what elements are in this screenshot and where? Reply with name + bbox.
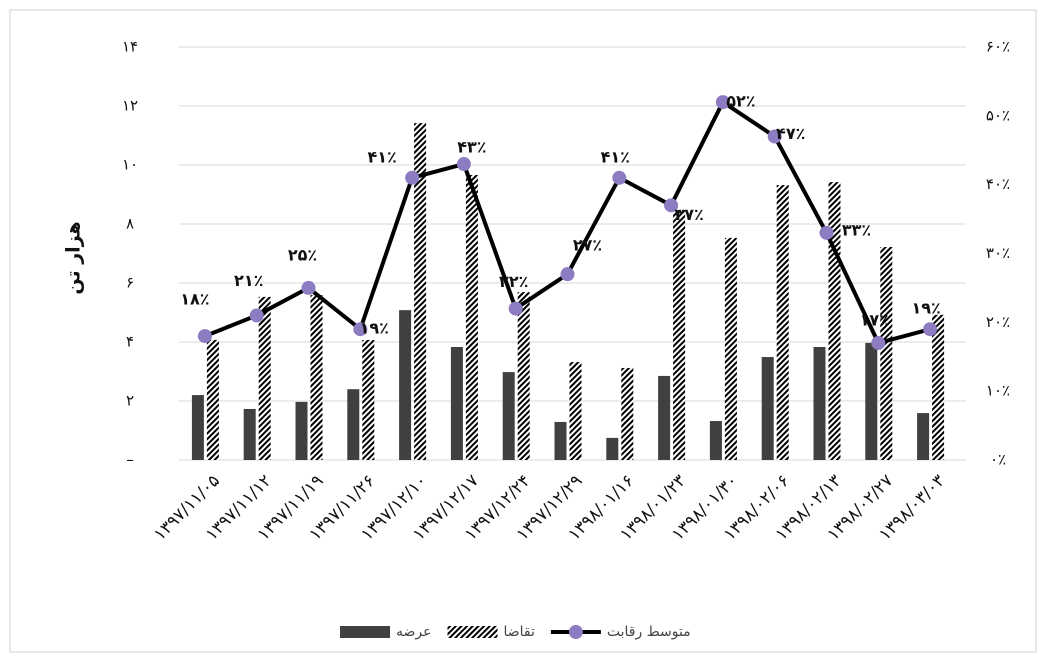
- line-marker: [456, 157, 471, 172]
- bar: [295, 401, 308, 460]
- data-label: ۲۷٪: [573, 236, 602, 255]
- bar: [362, 339, 375, 460]
- data-label: ۲۱٪: [234, 271, 263, 290]
- legend-label: متوسط رقابت: [607, 624, 691, 640]
- line-marker: [612, 170, 627, 185]
- data-label: ۳۷٪: [674, 205, 703, 224]
- y-tick-label: ۱۴: [122, 38, 138, 56]
- bar: [414, 123, 427, 461]
- data-label: ۴۱٪: [367, 147, 396, 166]
- line-marker: [664, 198, 679, 213]
- legend-swatch: [568, 625, 583, 639]
- data-label: ۲۲٪: [499, 272, 528, 291]
- bar: [932, 314, 945, 460]
- y2-tick-label: ۰٪: [990, 451, 1006, 469]
- y2-tick-label: ۶۰٪: [986, 38, 1010, 56]
- bar: [243, 408, 256, 460]
- line-marker: [819, 225, 834, 240]
- y-axis-label: هزار تن: [63, 221, 85, 294]
- bar: [191, 395, 204, 460]
- data-label: ۱۹٪: [911, 299, 940, 318]
- legend-swatch: [447, 626, 498, 638]
- bar: [761, 357, 774, 460]
- y-tick-label: ۱۲: [122, 97, 138, 115]
- bar: [206, 339, 219, 460]
- line-marker: [715, 95, 730, 110]
- bar: [658, 375, 671, 460]
- y-tick-label: ۲: [126, 392, 134, 410]
- bar: [917, 413, 930, 460]
- bar: [621, 367, 634, 460]
- bar: [347, 389, 360, 460]
- y2-tick-label: ۴۰٪: [986, 175, 1010, 193]
- bar: [258, 296, 271, 460]
- bar: [310, 295, 323, 460]
- bar: [465, 175, 478, 460]
- legend-label: عرضه: [396, 624, 431, 640]
- line-marker: [197, 329, 212, 344]
- y-tick-label: ۶: [126, 274, 134, 292]
- legend-label: تقاضا: [503, 624, 535, 640]
- line-marker: [871, 335, 886, 350]
- y2-tick-label: ۳۰٪: [986, 244, 1010, 262]
- bar: [569, 362, 582, 460]
- data-label: ۵۲٪: [726, 92, 755, 111]
- data-label: ۴۱٪: [601, 147, 630, 166]
- bar: [450, 347, 463, 460]
- line-marker: [353, 322, 368, 337]
- line-marker: [249, 308, 264, 323]
- y-tick-label: –: [126, 451, 134, 469]
- y2-tick-label: ۱۰٪: [986, 382, 1010, 400]
- bar: [399, 310, 412, 460]
- bar: [880, 247, 893, 460]
- legend-swatch: [340, 626, 390, 638]
- line-marker: [767, 129, 782, 144]
- bar: [828, 182, 841, 461]
- bar: [517, 292, 530, 460]
- data-label: ۱۷٪: [860, 310, 889, 329]
- y2-tick-label: ۵۰٪: [986, 106, 1010, 124]
- bar: [673, 210, 686, 460]
- data-label: ۲۵٪: [288, 245, 317, 264]
- y-tick-label: ۴: [126, 333, 134, 351]
- y2-tick-label: ۲۰٪: [986, 313, 1010, 331]
- y-tick-label: ۱۰: [122, 156, 138, 174]
- data-label: ۱۹٪: [360, 319, 389, 338]
- data-label: ۴۳٪: [457, 138, 486, 157]
- line-marker: [301, 280, 316, 295]
- bar: [724, 237, 737, 460]
- bar: [865, 342, 878, 460]
- data-label: ۴۷٪: [776, 124, 805, 143]
- data-label: ۱۸٪: [180, 290, 209, 309]
- bar: [502, 372, 515, 460]
- line-marker: [508, 301, 523, 316]
- bar: [776, 185, 789, 460]
- line-marker: [560, 267, 575, 282]
- line-marker: [923, 322, 938, 337]
- bar: [606, 437, 619, 460]
- line-marker: [405, 170, 420, 185]
- bar: [554, 421, 567, 460]
- y-tick-label: ۸: [126, 215, 134, 233]
- bar: [813, 347, 826, 460]
- data-label: ۳۳٪: [842, 220, 871, 239]
- bar: [709, 421, 722, 460]
